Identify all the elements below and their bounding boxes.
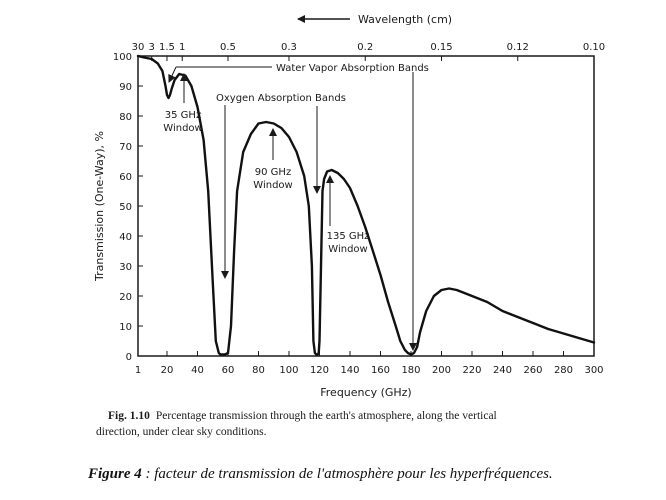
caption-text-1: Percentage transmission through the eart… <box>155 410 497 422</box>
window-90ghz-annotation: 90 GHz Window <box>253 128 293 191</box>
window-90ghz-line2: Window <box>253 180 292 191</box>
x-tick-label: 240 <box>493 365 512 376</box>
window-90ghz-line1: 90 GHz <box>255 167 291 178</box>
y-tick-label: 20 <box>119 292 132 303</box>
oxygen-label: Oxygen Absorption Bands <box>216 93 346 104</box>
plot-frame <box>137 55 595 357</box>
top-tick-label: 0.3 <box>281 42 297 53</box>
water-vapor-annotation: Water Vapor Absorption Bands <box>168 63 429 351</box>
x-tick-label: 280 <box>554 365 573 376</box>
water-vapor-label: Water Vapor Absorption Bands <box>276 63 429 74</box>
x-tick-label: 160 <box>371 365 390 376</box>
top-tick-label: 0.2 <box>357 42 373 53</box>
x-tick-label: 80 <box>252 365 265 376</box>
window-135ghz-annotation: 135 GHz Window <box>326 175 370 255</box>
y-tick-label: 70 <box>119 142 132 153</box>
window-35ghz-line2: Window <box>163 123 202 134</box>
y-tick-label: 60 <box>119 172 132 183</box>
window-35ghz-line1: 35 GHz <box>165 110 201 121</box>
y-tick-label: 40 <box>119 232 132 243</box>
x-tick-label: 120 <box>310 365 329 376</box>
x-tick-label: 220 <box>462 365 481 376</box>
caption-text-2: direction, under clear sky conditions. <box>96 426 267 438</box>
top-tick-label: 1 <box>179 42 185 53</box>
window-135ghz-line1: 135 GHz <box>327 231 370 242</box>
y-tick-label: 0 <box>126 352 132 363</box>
top-tick-label: 3 <box>149 42 155 53</box>
transmission-curve <box>136 54 596 356</box>
x-axis: 1 20 40 60 80 100 120 140 160 180 200 220 240 260 280 3… <box>135 351 604 376</box>
transmission-chart: Wavelength (cm) 0 10 20 30 40 50 60 70 80 90 100 1… <box>93 13 605 399</box>
top-tick-label: 1.5 <box>159 42 175 53</box>
top-tick-label: 0.15 <box>430 42 452 53</box>
y-axis-label: Transmission (One-Way), % <box>93 131 106 282</box>
figure4-label: Figure 4 <box>88 466 142 482</box>
top-axis-label: Wavelength (cm) <box>358 13 452 26</box>
x-tick-label: 100 <box>279 365 298 376</box>
water-vapor-arrow-22ghz <box>168 66 177 83</box>
y-tick-label: 80 <box>119 112 132 123</box>
x-tick-label: 200 <box>432 365 451 376</box>
y-tick-label: 10 <box>119 322 132 333</box>
x-tick-label: 40 <box>191 365 204 376</box>
x-tick-label: 60 <box>222 365 235 376</box>
figure-caption: Fig. 1.10 Percentage transmission through… <box>96 408 608 440</box>
caption-figure-number: Fig. 1.10 <box>108 410 150 422</box>
x-tick-label: 1 <box>135 365 141 376</box>
y-tick-label: 100 <box>113 52 132 63</box>
caption-line-1: Fig. 1.10 Percentage transmission through… <box>108 408 608 424</box>
x-tick-label: 300 <box>584 365 603 376</box>
x-axis-label: Frequency (GHz) <box>320 386 411 399</box>
top-tick-label: 0.5 <box>220 42 236 53</box>
top-tick-label: 30 <box>132 42 145 53</box>
window-35ghz-annotation: 35 GHz Window <box>163 73 203 134</box>
top-tick-label: 0.12 <box>507 42 529 53</box>
y-tick-label: 50 <box>119 202 132 213</box>
x-tick-label: 20 <box>161 365 174 376</box>
y-tick-label: 90 <box>119 82 132 93</box>
figure4-text: : facteur de transmission de l'atmosphèr… <box>141 466 553 482</box>
y-axis: 0 10 20 30 40 50 60 70 80 90 100 <box>113 52 143 363</box>
top-axis: 30 3 1.5 1 0.5 0.3 0.2 0.15 0.12 0.10 <box>132 42 605 61</box>
window-135ghz-line2: Window <box>328 244 367 255</box>
top-tick-label: 0.10 <box>583 42 605 53</box>
x-tick-label: 260 <box>523 365 542 376</box>
x-tick-label: 180 <box>401 365 420 376</box>
oxygen-annotation: Oxygen Absorption Bands <box>216 93 346 279</box>
x-tick-label: 140 <box>340 365 359 376</box>
figure4-caption: Figure 4 : facteur de transmission de l'… <box>88 466 648 483</box>
y-tick-label: 30 <box>119 262 132 273</box>
